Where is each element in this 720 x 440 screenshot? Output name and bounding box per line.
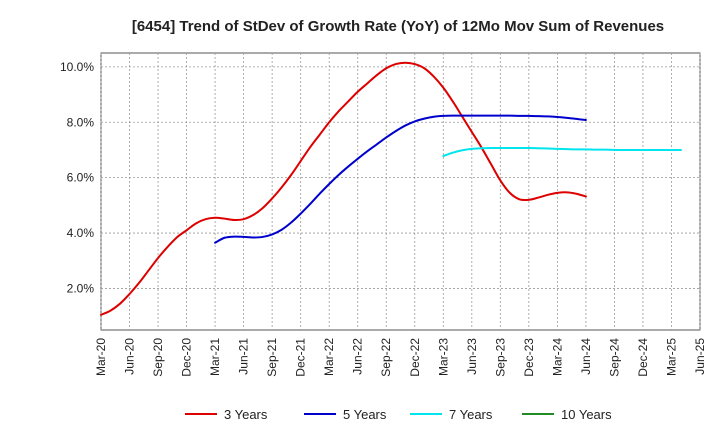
series-layer [100,61,682,316]
x-tick-label: Mar-24 [550,338,564,376]
plot-area [100,52,701,331]
x-tick-label: Jun-21 [237,338,251,375]
x-tick-label: Jun-22 [351,338,365,375]
y-axis-ticks: 2.0% 4.0% 6.0% 8.0% 10.0% [60,60,94,296]
legend-label: 3 Years [224,407,268,422]
legend-label: 5 Years [343,407,387,422]
legend: 3 Years 5 Years 7 Years 10 Years [185,407,612,422]
x-tick-label: Sep-22 [379,338,393,377]
x-tick-label: Mar-25 [664,338,678,376]
x-tick-label: Dec-21 [294,338,308,377]
y-tick-label: 6.0% [67,171,95,185]
x-tick-label: Mar-23 [436,338,450,376]
x-tick-label: Jun-24 [579,338,593,375]
x-tick-label: Mar-20 [94,338,108,376]
x-axis-ticks: Mar-20 Jun-20 Sep-20 Dec-20 Mar-21 Jun-21 Sep-… [94,338,707,377]
x-tick-label: Mar-22 [322,338,336,376]
x-tick-label: Sep-23 [493,338,507,377]
x-tick-label: Jun-23 [465,338,479,375]
series-line-5-years [214,114,587,244]
x-tick-label: Sep-24 [607,338,621,377]
x-tick-label: Dec-22 [408,338,422,377]
x-tick-label: Jun-25 [693,338,707,375]
x-tick-label: Dec-23 [522,338,536,377]
x-tick-label: Dec-24 [636,338,650,377]
chart-title: [6454] Trend of StDev of Growth Rate (Yo… [132,18,664,35]
x-tick-label: Jun-20 [123,338,137,375]
series-line-7-years [442,146,682,158]
x-tick-label: Sep-20 [151,338,165,377]
y-tick-label: 8.0% [67,115,95,129]
legend-label: 10 Years [561,407,612,422]
x-tick-label: Mar-21 [208,338,222,376]
series-line-3-years [100,61,587,316]
legend-label: 7 Years [449,407,493,422]
y-tick-label: 2.0% [67,281,95,295]
x-tick-label: Sep-21 [265,338,279,377]
y-tick-label: 4.0% [67,226,95,240]
x-tick-label: Dec-20 [180,338,194,377]
y-tick-label: 10.0% [60,60,94,74]
